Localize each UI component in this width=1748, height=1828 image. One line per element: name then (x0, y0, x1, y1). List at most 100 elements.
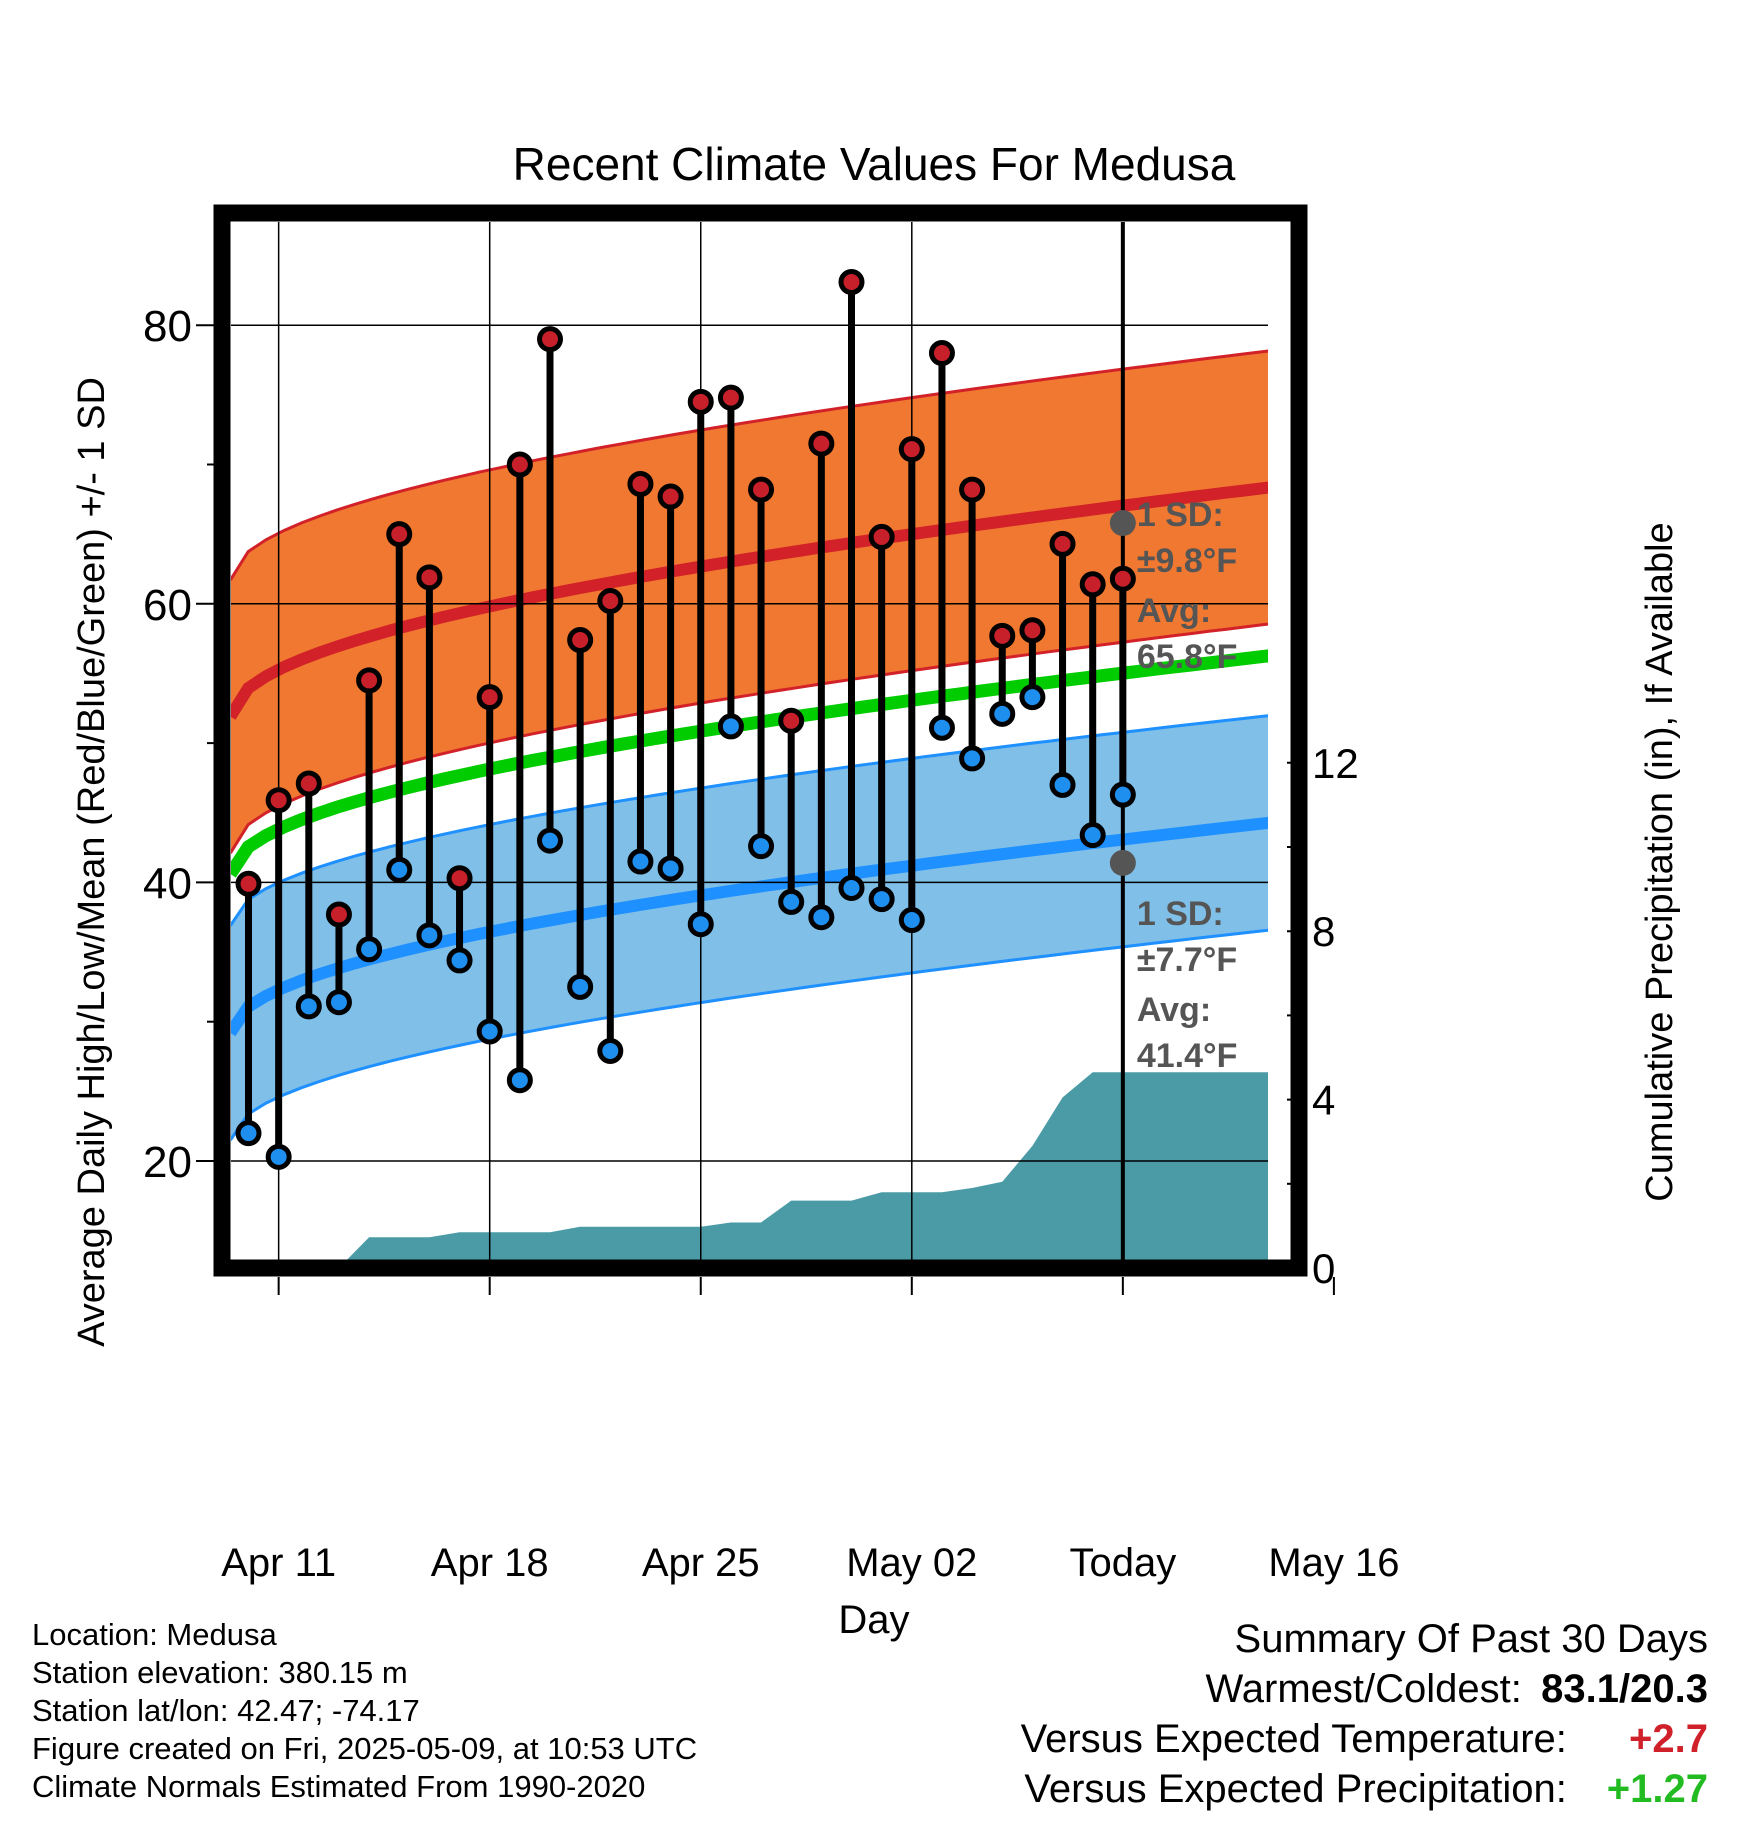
low-point (1019, 684, 1046, 711)
low-point (265, 1143, 292, 1170)
low-lower-edge (231, 928, 1268, 1141)
period-number: 30 (1137, 1383, 1177, 1424)
warmest-coldest-value: 83.1/20.3 (1541, 1667, 1708, 1711)
high-point (627, 471, 654, 498)
warmest-coldest-label: Warmest/Coldest: (1205, 1667, 1522, 1711)
x-tick-label: Apr 18 (431, 1541, 549, 1585)
low-point (356, 936, 383, 963)
normals-text: Climate Normals Estimated From 1990-2020 (32, 1769, 646, 1804)
low-point (1049, 771, 1076, 798)
summary-heading: Summary Of Past 30 Days (1234, 1617, 1708, 1661)
x-axis-label: Day (838, 1598, 909, 1642)
y-tick-label: 40 (143, 859, 192, 908)
high-point (446, 865, 473, 892)
low-avg-dot (1109, 849, 1136, 876)
elevation-text: Station elevation: 380.15 m (32, 1655, 408, 1690)
y2-tick-label: 4 (1312, 1077, 1335, 1124)
y-tick-label: 20 (143, 1138, 192, 1187)
high-point (898, 436, 925, 463)
low-point (898, 907, 925, 934)
created-text: Figure created on Fri, 2025-05-09, at 10… (32, 1731, 698, 1766)
low-point (1109, 781, 1136, 808)
low-point (959, 745, 986, 772)
low-point (325, 989, 352, 1016)
y2-tick-label: 8 (1312, 908, 1335, 955)
warmest-coldest-row: Warmest/Coldest: 83.1/20.3 (1021, 1664, 1709, 1714)
plot-frame (213, 204, 1308, 1277)
chart-title: Recent Climate Values For Medusa (513, 138, 1236, 190)
high-point (657, 483, 684, 510)
high-avg-value: 65.8°F (1137, 638, 1238, 676)
high-point (868, 523, 895, 550)
temp-vs-expected-label: Versus Expected Temperature: (1020, 1717, 1567, 1761)
low-sd-label: 1 SD: (1137, 895, 1224, 933)
high-point (325, 901, 352, 928)
high-point (537, 326, 563, 353)
low-point (838, 874, 865, 901)
low-avg-label: Avg: (1137, 991, 1211, 1029)
low-point (386, 856, 413, 883)
low-point (657, 855, 684, 882)
y2-tick-label: 12 (1312, 740, 1359, 787)
high-point (386, 521, 413, 548)
temp-vs-expected-value: +2.7 (1629, 1717, 1708, 1761)
summary-panel: Summary Of Past 30 Days Warmest/Coldest:… (1021, 1614, 1708, 1814)
low-point (1079, 822, 1106, 849)
high-point (235, 870, 262, 897)
high-point (1019, 617, 1046, 644)
low-point (868, 886, 895, 913)
low-point (567, 973, 594, 1000)
high-point (687, 388, 714, 415)
high-point (567, 627, 594, 654)
y2-axis-label: Cumulative Precipitation (in), If Availa… (1639, 522, 1681, 1201)
low-point (476, 1018, 503, 1045)
low-avg-value: 41.4°F (1137, 1037, 1238, 1075)
high-point (989, 622, 1016, 649)
low-point (808, 904, 835, 931)
low-point (989, 700, 1016, 727)
station-metadata: Location: Medusa Station elevation: 380.… (32, 1616, 697, 1806)
precip-vs-expected-value: +1.27 (1606, 1767, 1708, 1811)
high-point (1109, 565, 1136, 592)
high-upper-edge (231, 349, 1268, 581)
low-point (627, 848, 654, 875)
high-point (778, 707, 805, 734)
plot-inner: 1 SD: ±9.8°F Avg: 65.8°F 1 SD: ±7.7°F Avg: 41.4… (231, 222, 1268, 1468)
low-point (928, 714, 955, 741)
x-tick-label: Today (1069, 1541, 1176, 1585)
low-point (506, 1067, 533, 1094)
y-axis-label: Average Daily High/Low/Mean (Red/Blue/Gr… (71, 377, 113, 1347)
low-sd-value: ±7.7°F (1137, 941, 1237, 979)
temp-vs-expected-row: Versus Expected Temperature: +2.7 (1021, 1714, 1708, 1764)
high-point (597, 588, 624, 615)
high-point (959, 476, 986, 503)
y2-tick-label: 0 (1312, 1245, 1335, 1292)
low-point (235, 1120, 262, 1147)
low-normal-line (231, 816, 1268, 1037)
x-tick-label: Apr 25 (642, 1541, 760, 1585)
x-tick-label: May 02 (846, 1541, 977, 1585)
low-point (717, 713, 744, 740)
plot-area: 1 SD: ±9.8°F Avg: 65.8°F 1 SD: ±7.7°F Avg: 41.4… (143, 204, 1399, 1585)
precip-area (248, 1072, 1268, 1260)
high-point (838, 269, 865, 296)
high-sd-value: ±9.8°F (1137, 542, 1237, 580)
high-point (808, 430, 835, 457)
high-point (748, 476, 775, 503)
latlon-text: Station lat/lon: 42.47; -74.17 (32, 1693, 420, 1728)
high-point (717, 384, 744, 411)
high-point (265, 787, 292, 814)
high-point (295, 770, 322, 797)
period-unit: Days (1137, 1427, 1223, 1468)
x-tick-label: Apr 11 (221, 1541, 336, 1585)
low-point (416, 922, 443, 949)
low-point (446, 947, 473, 974)
low-point (748, 833, 775, 860)
high-point (476, 684, 503, 711)
precip-vs-expected-label: Versus Expected Precipitation: (1024, 1767, 1567, 1811)
high-point (1049, 530, 1076, 557)
location-text: Location: Medusa (32, 1617, 277, 1652)
low-point (597, 1037, 624, 1064)
high-avg-label: Avg: (1137, 592, 1211, 630)
